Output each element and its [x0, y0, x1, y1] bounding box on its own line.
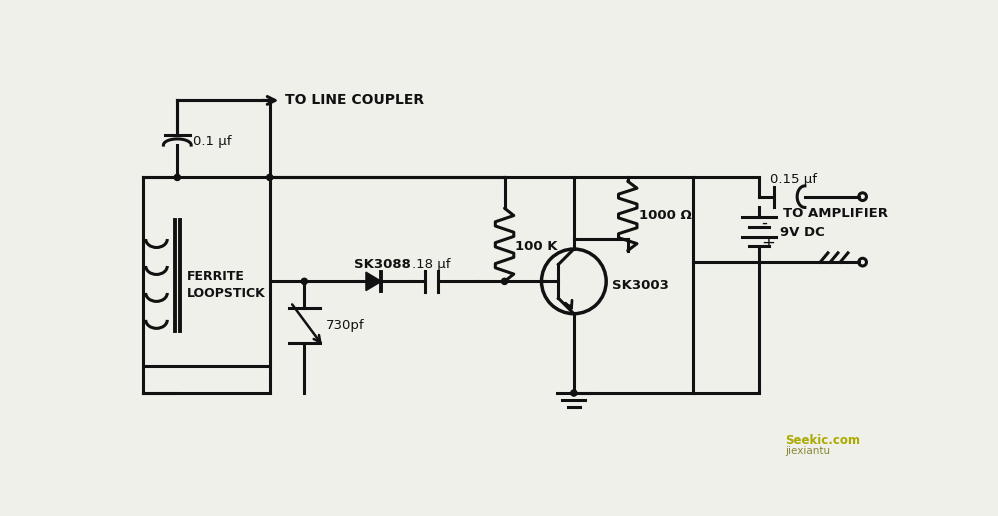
Circle shape	[571, 390, 577, 396]
Circle shape	[501, 278, 508, 284]
Text: SK3003: SK3003	[613, 279, 670, 292]
Text: +: +	[761, 234, 775, 252]
Text: 100 K: 100 K	[515, 240, 558, 253]
Text: -: -	[761, 214, 767, 232]
Text: TO LINE COUPLER: TO LINE COUPLER	[285, 93, 424, 107]
Text: SK3088: SK3088	[354, 258, 411, 271]
Polygon shape	[366, 272, 381, 291]
Text: 0.15 μf: 0.15 μf	[770, 173, 817, 186]
Text: .18 μf: .18 μf	[412, 258, 451, 271]
Circle shape	[301, 278, 307, 284]
Text: Seekic.com: Seekic.com	[785, 434, 860, 447]
Text: jiexiantu: jiexiantu	[785, 446, 830, 456]
Text: 730pf: 730pf	[326, 319, 364, 332]
Text: 0.1 μf: 0.1 μf	[193, 136, 232, 149]
Text: 1000 Ω: 1000 Ω	[639, 209, 692, 222]
Circle shape	[266, 174, 272, 181]
Text: FERRITE
LOOPSTICK: FERRITE LOOPSTICK	[188, 270, 266, 300]
Text: TO AMPLIFIER: TO AMPLIFIER	[783, 207, 888, 220]
Text: 9V DC: 9V DC	[780, 227, 825, 239]
Circle shape	[175, 174, 181, 181]
